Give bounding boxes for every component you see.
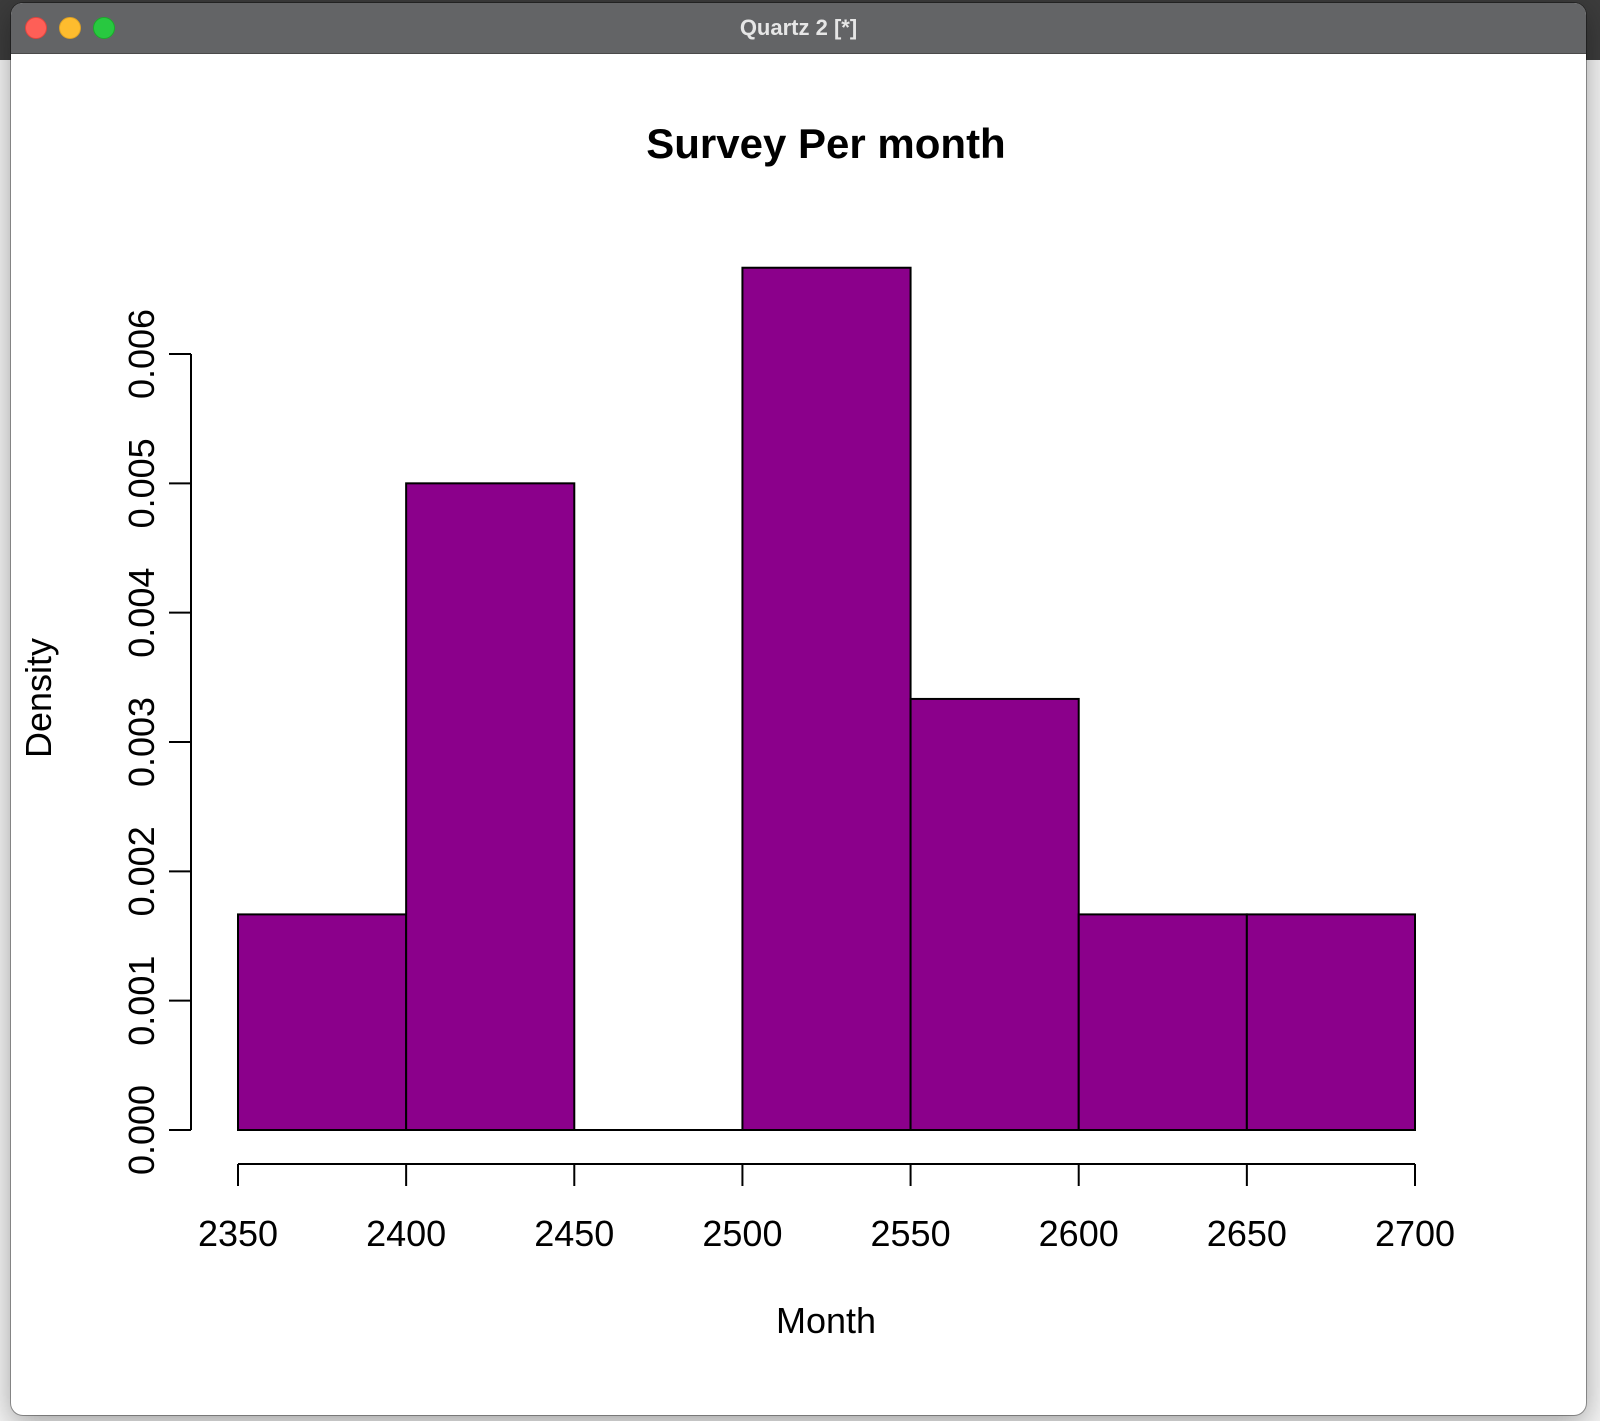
y-axis: 0.000 0.001 0.002 0.003 0.004 0.005 0.006: [121, 309, 192, 1175]
histogram-bar-2650-2700: [1245, 913, 1417, 1131]
y-tick-label: 0.004: [121, 568, 162, 658]
x-axis: 2350 2400 2450 2500 2550 2600 2650 2700: [198, 1163, 1455, 1254]
y-tick-label: 0.006: [121, 309, 162, 399]
histogram-bars: [237, 266, 1417, 1132]
y-tick-label: 0.002: [121, 826, 162, 916]
x-axis-label: Month: [776, 1300, 876, 1341]
histogram-bar-2550-2600: [909, 697, 1080, 1131]
quartz-window: Quartz 2 [*] Survey Per month Month Dens…: [11, 3, 1586, 1415]
y-tick-label: 0.001: [121, 956, 162, 1046]
x-tick-label: 2500: [702, 1213, 782, 1254]
histogram-chart: Survey Per month Month Density 2350 2400 2…: [18, 120, 1455, 1341]
histogram-bar-2400-2450: [405, 482, 576, 1132]
x-tick-label: 2350: [198, 1213, 278, 1254]
y-tick-label: 0.000: [121, 1085, 162, 1175]
histogram-bar-2350-2400: [237, 913, 408, 1131]
chart-title: Survey Per month: [646, 120, 1005, 167]
zoom-window-button[interactable]: [93, 17, 115, 39]
x-tick-label: 2650: [1207, 1213, 1287, 1254]
y-axis-label: Density: [18, 638, 59, 758]
x-tick-label: 2400: [366, 1213, 446, 1254]
minimize-window-button[interactable]: [59, 17, 81, 39]
x-tick-label: 2600: [1039, 1213, 1119, 1254]
title-bar[interactable]: Quartz 2 [*]: [11, 3, 1586, 54]
y-tick-label: 0.005: [121, 438, 162, 528]
histogram-bar-2600-2650: [1077, 913, 1248, 1131]
window-title: Quartz 2 [*]: [739, 15, 858, 40]
x-tick-label: 2450: [534, 1213, 614, 1254]
plot-area: Survey Per month Month Density 2350 2400 2…: [11, 53, 1586, 1415]
histogram-bar-2500-2550: [741, 266, 912, 1131]
close-window-button[interactable]: [25, 17, 47, 39]
x-tick-label: 2550: [871, 1213, 951, 1254]
x-tick-label: 2700: [1375, 1213, 1455, 1254]
y-tick-label: 0.003: [121, 697, 162, 787]
